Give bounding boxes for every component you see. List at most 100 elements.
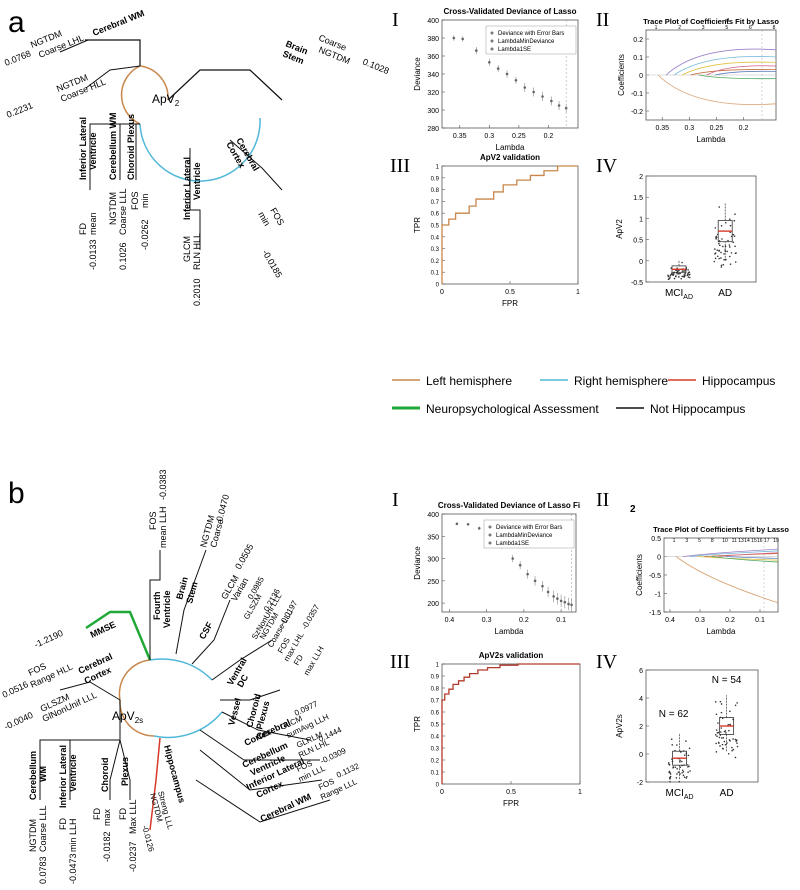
y-tick-label: 1 <box>436 165 440 171</box>
jitter-point <box>667 274 669 277</box>
y-tick-label: 250 <box>427 579 439 586</box>
jitter-point <box>681 771 683 774</box>
y-tick-label: 0.9 <box>431 176 440 182</box>
branch-mmse <box>85 610 152 661</box>
jitter-point <box>687 269 689 271</box>
coefficient-path <box>718 552 779 557</box>
data-point <box>556 597 559 600</box>
x-tick-label: 0.3 <box>484 133 494 140</box>
label-cwm-val: 0.1132 <box>335 761 361 779</box>
x-tick-label: 0 <box>440 789 444 796</box>
jitter-point <box>717 731 720 734</box>
coefficient-path <box>674 56 777 76</box>
df-tick-label: 1 <box>655 25 658 31</box>
label-cbwm-left-1: Cerebellum <box>28 751 38 800</box>
x-axis-label: Lambda <box>697 135 726 144</box>
jitter-point <box>720 703 723 705</box>
x-tick-label: 0.2 <box>725 617 735 624</box>
jitter-point <box>721 238 723 240</box>
jitter-point <box>729 723 732 726</box>
df-label: df <box>725 18 730 24</box>
df-tick-label: 3 <box>702 25 705 31</box>
coefficient-path <box>682 61 777 76</box>
jitter-point <box>732 748 735 751</box>
y-tick-label: 0.8 <box>431 687 440 693</box>
chart-b-cv-deviance: Cross-Validated Deviance of Lasso Fi Lamb… <box>413 501 580 636</box>
y-tick-label: 0.5 <box>651 536 661 543</box>
x-tick-label: 0.4 <box>665 617 675 624</box>
jitter-point <box>724 743 727 746</box>
label-cp-2: Plexus <box>120 757 130 786</box>
y-axis-label: Deviance <box>413 57 422 91</box>
jitter-point <box>688 276 691 279</box>
jitter-point <box>729 231 732 234</box>
jitter-point <box>735 252 737 254</box>
y-axis-label: TPR <box>413 217 422 233</box>
x-tick-label: 0.3 <box>482 617 492 624</box>
data-point <box>488 61 491 64</box>
legend-entry: Deviance with Error Bars <box>498 31 564 37</box>
jitter-point <box>715 751 718 753</box>
jitter-point <box>721 245 724 248</box>
label-ilv-b-feat: min LLH <box>68 818 78 852</box>
jitter-point <box>723 253 725 255</box>
label-cbwm-left-val: 0.0783 <box>38 856 48 884</box>
jitter-point <box>679 759 681 762</box>
jitter-point <box>729 263 732 265</box>
panel-a-letter: a <box>8 6 25 39</box>
y-tick-label: -1 <box>655 592 661 599</box>
panel-b-tree: b ApV2s MMSE -1.2190 Cerebral Cortex FOS… <box>1 469 361 884</box>
y-tick-label: 0.5 <box>633 238 643 245</box>
y-tick-label: 300 <box>427 108 439 115</box>
label-fos-min-val: -0.0262 <box>140 219 150 250</box>
jitter-point <box>728 729 730 732</box>
label-ngtdm-lhl-val: 0.0768 <box>3 48 32 68</box>
jitter-point <box>729 740 731 742</box>
legend-left: Left hemisphere <box>426 374 512 388</box>
label-fourth-1: Fourth <box>152 592 162 621</box>
jitter-point <box>680 751 682 753</box>
jitter-point <box>719 244 721 247</box>
plot-frame <box>663 537 779 613</box>
chart-title: Cross-Validated Deviance of Lasso <box>444 7 577 16</box>
x-tick-label: 0.2 <box>519 617 529 624</box>
y-tick-label: -0.2 <box>631 109 643 116</box>
y-tick-label: 350 <box>427 534 439 541</box>
label-ilv-r-1: Inferior Lateral <box>182 157 192 220</box>
y-tick-label: 0.3 <box>431 747 440 753</box>
jitter-point <box>720 711 723 714</box>
jitter-point <box>720 225 723 227</box>
jitter-point <box>714 248 716 250</box>
chart-title: ApV2 validation <box>480 153 540 162</box>
x-axis-label: FPR <box>503 799 519 808</box>
label-fourth-fos: FOS <box>148 511 158 530</box>
df-tick-label: 14 15 <box>744 538 757 544</box>
data-point <box>514 79 518 82</box>
df-tick-label: 5 <box>725 25 728 31</box>
jitter-point <box>715 713 718 716</box>
jitter-point <box>667 275 670 278</box>
jitter-point <box>732 233 735 236</box>
x-tick-label: 0.25 <box>710 125 724 132</box>
chart-a-boxplot: ApV2 -0.5 0 0.5 1 1.5 2 MCIAD AD <box>615 174 757 301</box>
label-glcm: GLCM <box>182 236 192 262</box>
y-tick-label: 0 <box>657 555 661 562</box>
legend-marker <box>490 47 494 51</box>
legend-entry: LambdaMinDeviance <box>496 533 553 539</box>
y-tick-label: 400 <box>427 512 439 519</box>
subpanel-b-I: I <box>392 489 399 511</box>
chart-title: Cross-Validated Deviance of Lasso Fi <box>438 501 580 510</box>
label-mmse-val: -1.2190 <box>33 628 65 650</box>
jitter-point <box>714 252 717 254</box>
jitter-point <box>716 735 718 737</box>
jitter-point <box>721 737 723 739</box>
coefficient-path <box>690 69 777 76</box>
y-tick-label: 400 <box>427 18 439 25</box>
legend-neuro: Neuropsychological Assessment <box>426 402 599 416</box>
label-fd-val: -0.0133 <box>88 239 98 270</box>
jitter-point <box>724 730 727 732</box>
y-tick-label: 0.5 <box>431 723 440 729</box>
jitter-point <box>686 274 689 276</box>
branch-cerebral-wm <box>85 39 141 66</box>
root-label-b: ApV2s <box>112 709 143 725</box>
